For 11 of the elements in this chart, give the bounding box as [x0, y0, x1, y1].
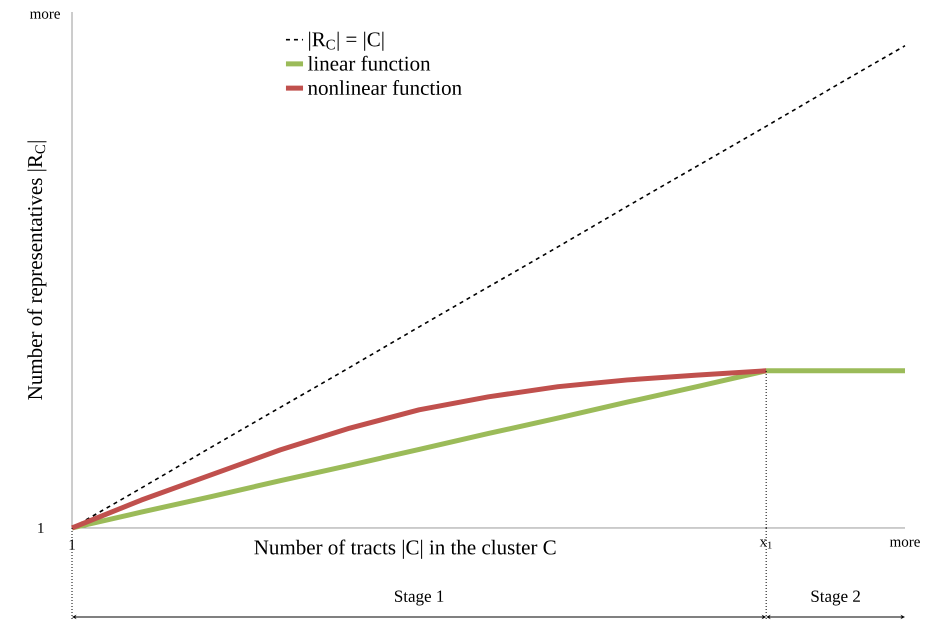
text: more: [30, 12, 60, 19]
text: 1: [38, 523, 44, 533]
x-tick-label: x$_{1}$: [760, 540, 772, 549]
text: Stage 2: [811, 590, 860, 606]
x-axis-title: Number of tracts |C| in the cluster C: [254, 540, 556, 559]
legend-label: nonlinear function: [308, 80, 462, 96]
x-tick-label: more: [890, 540, 920, 547]
y-axis-title: Number of representatives |R$_{C}$|: [27, 141, 46, 400]
legend-label: linear function: [308, 56, 430, 71]
text: Stage 1: [394, 590, 444, 606]
legend-label: |R$_{C}$| = |C|: [309, 32, 384, 51]
